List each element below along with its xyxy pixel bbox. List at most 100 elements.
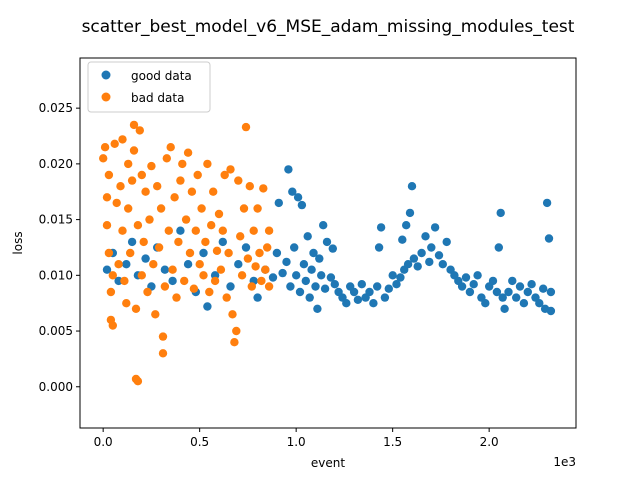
data-point (139, 237, 148, 247)
data-point (512, 293, 521, 302)
data-point (102, 193, 112, 202)
data-point (326, 273, 336, 282)
y-axis-label: loss (11, 231, 25, 254)
data-point (168, 265, 177, 274)
data-point (253, 293, 262, 302)
data-point (328, 244, 337, 253)
data-point (99, 154, 108, 163)
data-point (481, 299, 490, 308)
data-point (515, 282, 525, 291)
data-point (427, 243, 436, 252)
data-point (228, 310, 237, 319)
y-tick-label: 0.005 (39, 324, 73, 338)
data-point (226, 165, 235, 174)
data-point (264, 282, 274, 291)
data-point (126, 248, 135, 258)
data-point (313, 304, 322, 313)
data-point (133, 221, 143, 230)
data-point (108, 321, 118, 330)
data-point (158, 349, 168, 358)
data-point (274, 198, 283, 208)
data-point (124, 159, 133, 169)
data-point (141, 254, 150, 263)
data-point (226, 282, 235, 291)
data-point (388, 271, 397, 280)
y-tick-label: 0.000 (39, 380, 73, 394)
x-axis-ticks: 0.0 0.5 1.0 1.5 2.0 (94, 428, 499, 449)
data-point (421, 232, 430, 241)
data-point (498, 293, 507, 302)
data-point (322, 237, 332, 247)
data-point (199, 271, 208, 280)
data-point (539, 284, 548, 293)
data-point (197, 204, 206, 213)
data-point (417, 248, 426, 258)
data-point (301, 276, 310, 286)
data-point (290, 243, 299, 252)
data-point (176, 226, 185, 235)
data-point (127, 176, 137, 185)
data-point (209, 187, 218, 196)
data-point (129, 120, 139, 130)
data-point (133, 377, 143, 386)
data-point (149, 260, 158, 269)
x-tick-label: 1.0 (287, 435, 306, 449)
data-point (214, 209, 224, 219)
points-layer (99, 120, 556, 386)
plot-frame (79, 57, 577, 429)
data-point (342, 299, 351, 308)
legend: good data bad data (87, 61, 211, 113)
data-point (542, 198, 552, 208)
data-point (305, 293, 314, 302)
chart-title: scatter_best_model_v6_MSE_adam_missing_m… (82, 17, 575, 37)
data-point (311, 282, 320, 291)
data-point (317, 271, 326, 280)
data-point (473, 271, 482, 280)
data-point (249, 226, 258, 235)
data-point (492, 287, 502, 297)
data-point (147, 161, 156, 171)
data-point (409, 254, 419, 263)
data-point (320, 284, 330, 293)
data-point (178, 159, 187, 169)
data-point (288, 187, 297, 196)
data-point (384, 284, 393, 293)
data-point (299, 260, 309, 269)
data-point (154, 243, 164, 252)
data-point (278, 268, 287, 278)
data-point (546, 306, 556, 316)
data-point (102, 265, 112, 274)
data-point (116, 182, 125, 191)
data-point (201, 237, 210, 247)
data-point (353, 295, 363, 304)
y-tick-label: 0.010 (39, 268, 73, 282)
data-point (232, 326, 241, 336)
data-point (272, 248, 282, 258)
y-tick-label: 0.020 (39, 157, 73, 171)
data-point (292, 271, 301, 280)
data-point (120, 276, 129, 286)
series-0 (102, 165, 556, 316)
data-point (189, 284, 199, 293)
data-point (261, 265, 270, 274)
data-point (181, 215, 191, 224)
data-point (535, 299, 544, 308)
data-point (319, 221, 328, 230)
data-point (195, 260, 204, 269)
data-point (230, 338, 239, 347)
data-point (241, 243, 251, 252)
data-point (129, 146, 139, 155)
legend-label-good-data: good data (131, 69, 192, 83)
data-point (241, 122, 251, 132)
y-tick-label: 0.015 (39, 213, 73, 227)
data-point (183, 260, 193, 269)
data-point (504, 287, 513, 297)
data-point (183, 148, 193, 157)
data-point (259, 184, 268, 193)
x-tick-label: 0.5 (190, 435, 209, 449)
data-point (365, 287, 374, 297)
data-point (307, 265, 316, 274)
x-tick-label: 0.0 (94, 435, 113, 449)
data-point (500, 304, 509, 313)
data-point (203, 159, 212, 169)
